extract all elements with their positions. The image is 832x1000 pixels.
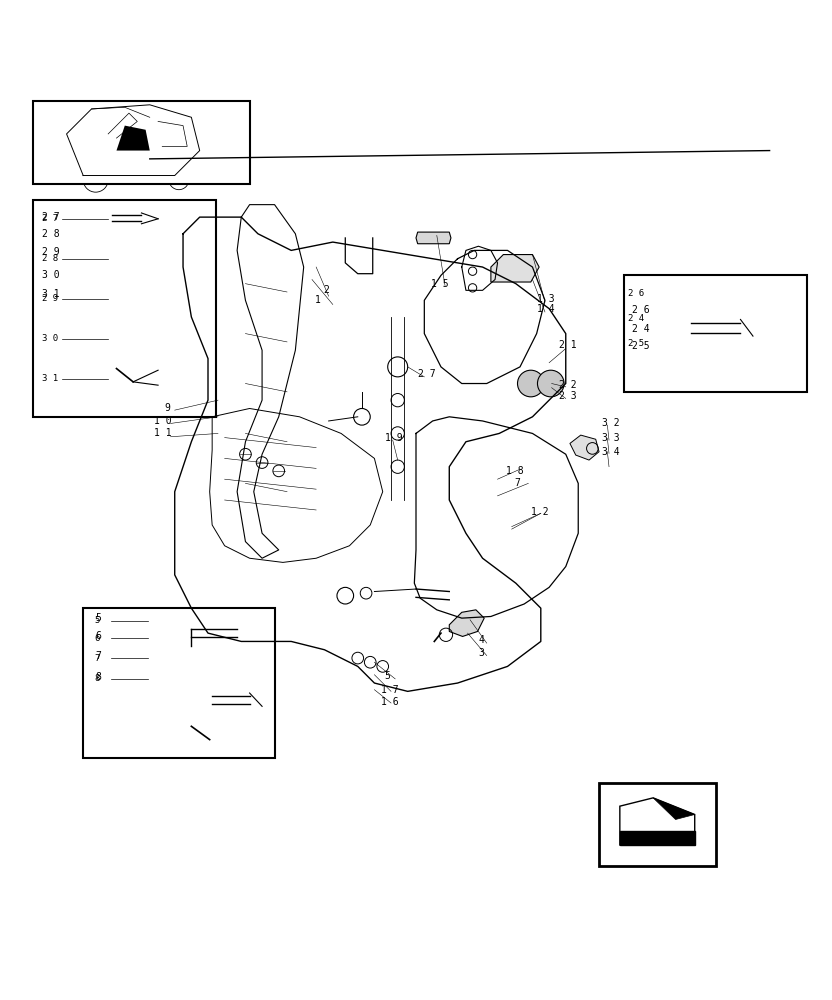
Text: 2 5: 2 5 xyxy=(632,341,650,351)
Text: 3 0: 3 0 xyxy=(42,270,59,280)
Polygon shape xyxy=(620,798,695,845)
Text: 1: 1 xyxy=(314,295,320,305)
Text: 2 6: 2 6 xyxy=(632,305,650,315)
Text: 8: 8 xyxy=(96,672,102,682)
Polygon shape xyxy=(416,232,451,244)
Text: 2 9: 2 9 xyxy=(42,247,59,257)
Text: 6: 6 xyxy=(94,634,99,643)
Text: 7: 7 xyxy=(96,651,102,661)
Text: 1 1: 1 1 xyxy=(154,428,171,438)
Text: 2 5: 2 5 xyxy=(628,339,644,348)
Text: 2 4: 2 4 xyxy=(628,314,644,323)
Text: 3 1: 3 1 xyxy=(42,374,57,383)
Bar xyxy=(33,101,250,184)
Text: 3 1: 3 1 xyxy=(42,289,59,299)
Text: 5: 5 xyxy=(96,613,102,623)
Text: 2 4: 2 4 xyxy=(632,324,650,334)
Circle shape xyxy=(537,370,564,397)
Text: 2 9: 2 9 xyxy=(42,294,57,303)
Bar xyxy=(33,200,216,417)
Text: 1 3: 1 3 xyxy=(537,294,554,304)
Text: 2 7: 2 7 xyxy=(418,369,435,379)
Text: 1 2: 1 2 xyxy=(531,507,548,517)
Text: 9: 9 xyxy=(165,403,171,413)
Text: 3 0: 3 0 xyxy=(42,334,57,343)
Text: 1 9: 1 9 xyxy=(385,433,403,443)
Text: 3: 3 xyxy=(478,648,484,658)
Text: 3 2: 3 2 xyxy=(602,418,620,428)
Text: 2 7: 2 7 xyxy=(42,212,59,222)
Text: 1 5: 1 5 xyxy=(431,279,448,289)
Text: 4: 4 xyxy=(478,635,484,645)
Circle shape xyxy=(518,370,544,397)
Text: 2 1: 2 1 xyxy=(559,340,577,350)
Text: 8: 8 xyxy=(94,674,99,683)
Text: 1 6: 1 6 xyxy=(381,697,399,707)
Text: 2 8: 2 8 xyxy=(42,254,57,263)
Text: 7: 7 xyxy=(514,478,520,488)
Text: 2 8: 2 8 xyxy=(42,229,59,239)
Text: 1 7: 1 7 xyxy=(381,685,399,695)
Polygon shape xyxy=(449,610,484,636)
Text: 2 7: 2 7 xyxy=(42,214,57,223)
Polygon shape xyxy=(653,798,695,819)
Text: 7: 7 xyxy=(94,654,99,663)
Polygon shape xyxy=(620,831,695,845)
Text: 2 3: 2 3 xyxy=(559,391,577,401)
Text: 5: 5 xyxy=(384,671,390,681)
Bar xyxy=(599,783,716,866)
Text: 2 2: 2 2 xyxy=(559,380,577,390)
Text: 2 6: 2 6 xyxy=(628,289,644,298)
Bar xyxy=(83,608,275,758)
Text: 1 4: 1 4 xyxy=(537,304,554,314)
Text: 5: 5 xyxy=(94,616,99,625)
Text: 1 8: 1 8 xyxy=(506,466,523,476)
Text: 6: 6 xyxy=(96,631,102,641)
Text: 1 0: 1 0 xyxy=(154,416,171,426)
Text: 2: 2 xyxy=(323,285,329,295)
Polygon shape xyxy=(116,126,150,151)
Text: 3 4: 3 4 xyxy=(602,447,620,457)
Polygon shape xyxy=(491,255,539,282)
Text: 3 3: 3 3 xyxy=(602,433,620,443)
Bar xyxy=(624,275,807,392)
Polygon shape xyxy=(570,435,599,460)
